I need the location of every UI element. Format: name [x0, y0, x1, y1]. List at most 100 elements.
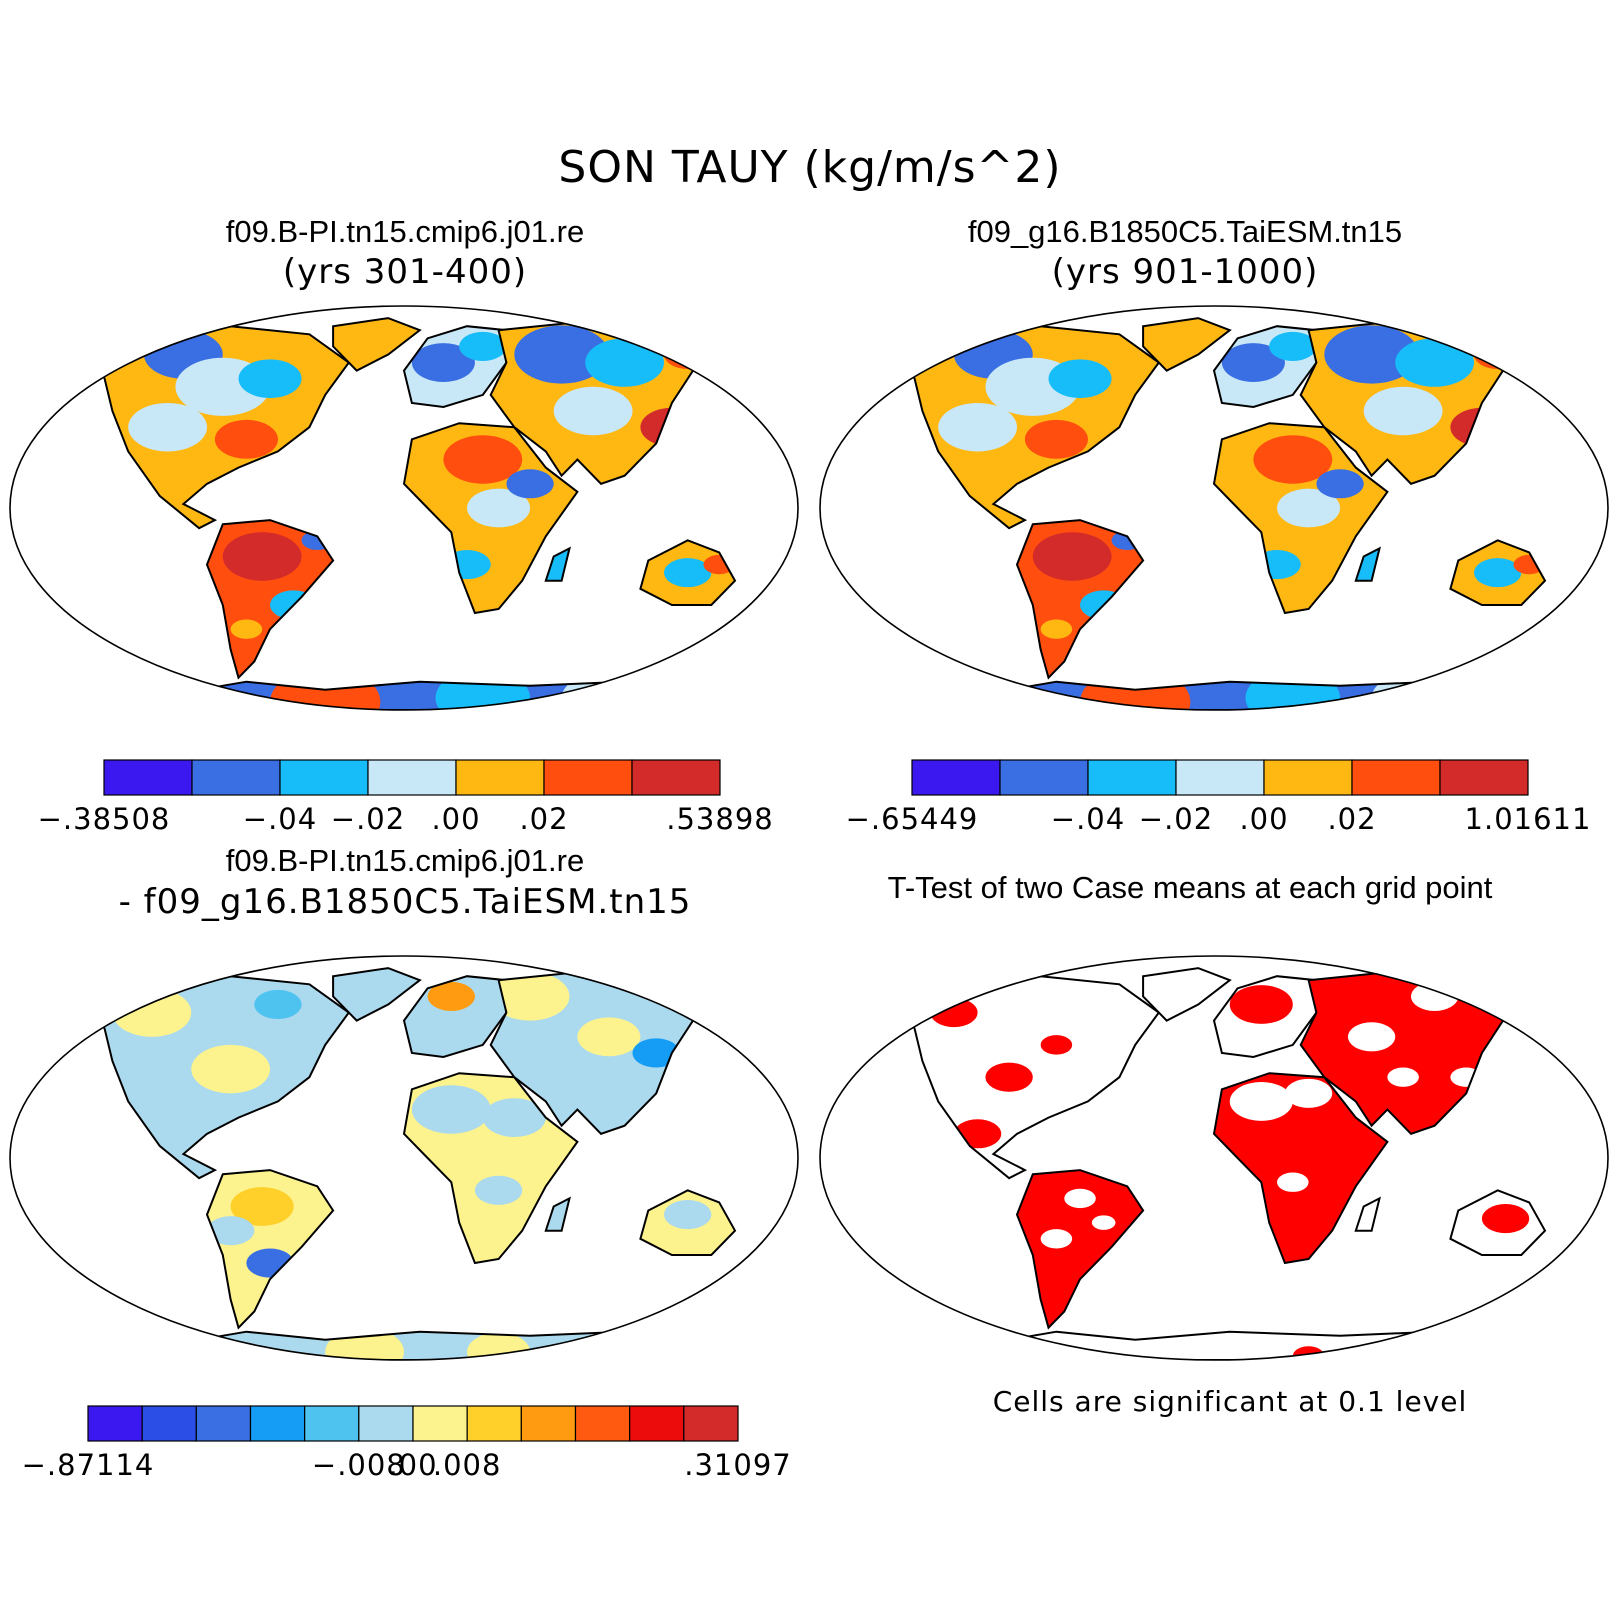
map-case2-border	[819, 305, 1609, 711]
colorbar-case2-box	[1175, 759, 1265, 796]
map-diff	[9, 955, 799, 1361]
map-diff-greenland	[332, 967, 422, 1022]
colorbar-diff-box	[629, 1405, 685, 1442]
colorbar-diff-box	[141, 1405, 197, 1442]
colorbar-diff-box	[683, 1405, 739, 1442]
map-case2-africa	[1212, 422, 1389, 615]
panel4-title: T-Test of two Case means at each grid po…	[887, 870, 1493, 905]
map-case1-greenland	[332, 317, 422, 372]
colorbar-case1-box	[543, 759, 633, 796]
colorbar-case2-box	[1263, 759, 1353, 796]
colorbar-case1-box	[191, 759, 281, 796]
map-case2-southAmerica	[1015, 519, 1145, 680]
map-ttest-europe	[1212, 975, 1318, 1059]
panel1-subtitle: (yrs 301-400)	[282, 252, 528, 292]
colorbar-diff-box	[304, 1405, 360, 1442]
colorbar-case2-label: 1.01611	[1465, 802, 1592, 836]
colorbar-case2-label: −.04	[1051, 802, 1125, 836]
figure-title: SON TAUY (kg/m/s^2)	[558, 142, 1062, 193]
map-case1-europe	[402, 325, 508, 409]
map-case2-asia	[1299, 321, 1532, 485]
colorbar-case1-box	[455, 759, 545, 796]
colorbar-diff-box	[249, 1405, 306, 1442]
map-diff-border	[9, 955, 799, 1361]
panel2-title: f09_g16.B1850C5.TaiESM.tn15	[967, 214, 1403, 249]
map-ttest-antarctica	[975, 1330, 1484, 1360]
panel1-title: f09.B-PI.tn15.cmip6.j01.re	[225, 214, 585, 249]
colorbar-case2-label: .02	[1327, 802, 1376, 836]
colorbar-diff-box	[195, 1405, 252, 1442]
map-diff-africa	[402, 1072, 579, 1265]
colorbar-case1: −.38508 −.04 −.02 .00 .02 .53898	[38, 759, 773, 836]
map-diff-asia	[489, 971, 722, 1135]
colorbar-diff-label: −.87114	[22, 1448, 155, 1482]
map-case2-australia	[1449, 539, 1547, 606]
colorbar-case2-label: .00	[1239, 802, 1288, 836]
colorbar-diff-box	[412, 1405, 468, 1442]
colorbar-case1-box	[103, 759, 193, 796]
colorbar-case1-label: .53898	[666, 802, 773, 836]
map-case1	[9, 305, 799, 711]
colorbar-case2-box	[1351, 759, 1441, 796]
panel3-subtitle: - f09_g16.B1850C5.TaiESM.tn15	[118, 882, 692, 922]
colorbar-case2-box	[1439, 759, 1529, 796]
colorbar-diff-box	[520, 1405, 577, 1442]
colorbar-case1-box	[279, 759, 369, 796]
map-ttest-greenland	[1142, 967, 1232, 1022]
map-ttest-border	[819, 955, 1609, 1361]
map-case2-greenland	[1142, 317, 1232, 372]
map-diff-southAmerica	[205, 1169, 335, 1330]
colorbar-case1-box	[631, 759, 721, 796]
colorbar-case1-label: −.38508	[38, 802, 171, 836]
map-case2-newZealand	[1551, 594, 1579, 632]
colorbar-diff-label: −.008	[312, 1448, 406, 1482]
map-case1-border	[9, 305, 799, 711]
map-ttest-africa	[1212, 1072, 1389, 1265]
colorbar-case2: −.65449 −.04 −.02 .00 .02 1.01611	[846, 759, 1592, 836]
map-case2-madagascar	[1354, 546, 1381, 582]
colorbar-case1-label: .00	[431, 802, 480, 836]
map-diff-northAmerica	[87, 975, 351, 1180]
map-case1-madagascar	[544, 546, 571, 582]
map-case1-antarctica	[165, 680, 674, 710]
map-case2	[819, 305, 1609, 711]
map-case2-europe	[1212, 325, 1318, 409]
colorbar-case1-label: .02	[519, 802, 568, 836]
colorbar-case1-label: −.02	[331, 802, 405, 836]
map-case1-southAmerica	[205, 519, 335, 680]
colorbar-diff-label: .00	[388, 1448, 437, 1482]
map-diff-newZealand	[741, 1244, 769, 1282]
map-case1-newZealand	[741, 594, 769, 632]
colorbar-case2-box	[911, 759, 1001, 796]
colorbar-case2-box	[1087, 759, 1177, 796]
map-diff-europe	[402, 975, 508, 1059]
colorbar-diff-label: .31097	[684, 1448, 791, 1482]
panel3-title: f09.B-PI.tn15.cmip6.j01.re	[225, 843, 585, 878]
colorbar-diff-label: .008	[433, 1448, 502, 1482]
panel2-subtitle: (yrs 901-1000)	[1051, 252, 1319, 292]
map-ttest-madagascar	[1354, 1196, 1381, 1232]
map-ttest-northAmerica	[897, 975, 1161, 1180]
map-diff-australia	[639, 1189, 737, 1256]
map-case1-australia	[639, 539, 737, 606]
map-ttest	[819, 955, 1609, 1361]
colorbar-diff-box	[466, 1405, 522, 1442]
colorbar-case1-box	[367, 759, 457, 796]
map-ttest-australia	[1449, 1189, 1547, 1256]
map-ttest-southAmerica	[1015, 1169, 1145, 1330]
colorbar-case1-label: −.04	[243, 802, 317, 836]
colorbar-diff: −.87114 −.008.00.008 .31097	[22, 1405, 791, 1482]
colorbar-diff-box	[358, 1405, 414, 1442]
colorbar-case2-label: −.02	[1139, 802, 1213, 836]
map-case2-antarctica	[975, 680, 1484, 710]
map-case2-northAmerica	[897, 325, 1161, 530]
map-diff-madagascar	[544, 1196, 571, 1232]
map-ttest-newZealand	[1551, 1244, 1579, 1282]
colorbar-case2-label: −.65449	[846, 802, 979, 836]
colorbar-case2-box	[999, 759, 1089, 796]
map-case1-northAmerica	[87, 325, 351, 530]
colorbar-diff-box	[574, 1405, 631, 1442]
colorbar-diff-box	[87, 1405, 143, 1442]
significance-note: Cells are significant at 0.1 level	[992, 1385, 1468, 1418]
